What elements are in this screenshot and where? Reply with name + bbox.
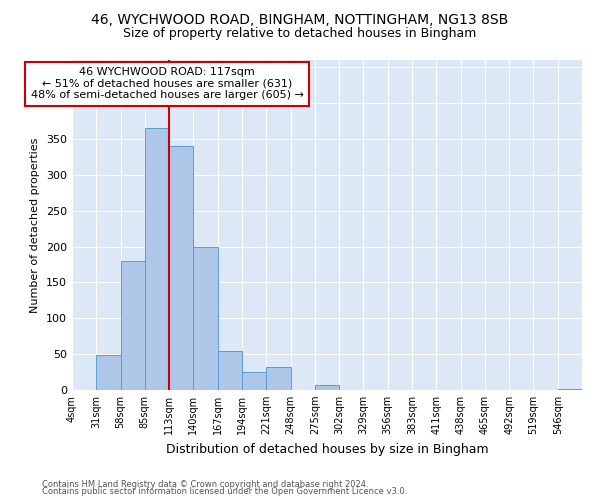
Bar [169, 146, 193, 390]
Bar [266, 367, 290, 390]
Bar [558, 388, 582, 390]
Bar [315, 385, 339, 390]
Y-axis label: Number of detached properties: Number of detached properties [31, 138, 40, 312]
Bar [193, 246, 218, 390]
Text: Contains HM Land Registry data © Crown copyright and database right 2024.: Contains HM Land Registry data © Crown c… [42, 480, 368, 489]
Bar [121, 261, 145, 390]
Bar [145, 128, 169, 390]
Text: 46 WYCHWOOD ROAD: 117sqm
← 51% of detached houses are smaller (631)
48% of semi-: 46 WYCHWOOD ROAD: 117sqm ← 51% of detach… [31, 67, 304, 100]
Bar [218, 350, 242, 390]
X-axis label: Distribution of detached houses by size in Bingham: Distribution of detached houses by size … [166, 442, 488, 456]
Text: 46, WYCHWOOD ROAD, BINGHAM, NOTTINGHAM, NG13 8SB: 46, WYCHWOOD ROAD, BINGHAM, NOTTINGHAM, … [91, 12, 509, 26]
Text: Contains public sector information licensed under the Open Government Licence v3: Contains public sector information licen… [42, 488, 407, 496]
Bar [96, 355, 121, 390]
Bar [242, 372, 266, 390]
Text: Size of property relative to detached houses in Bingham: Size of property relative to detached ho… [124, 28, 476, 40]
